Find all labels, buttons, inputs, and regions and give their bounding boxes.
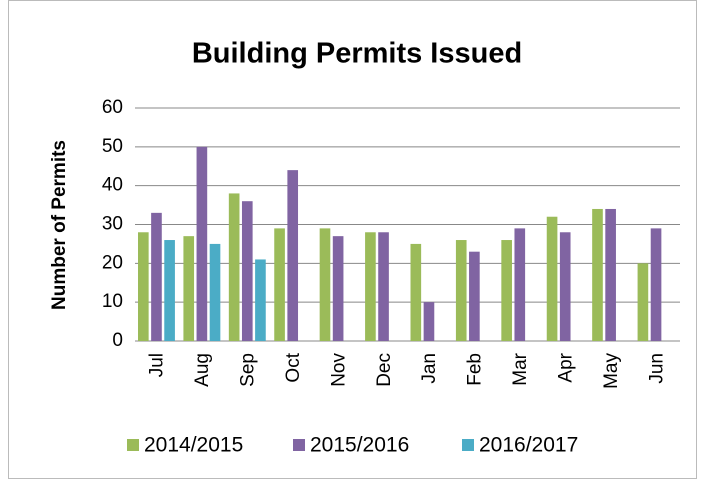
y-tick-label: 50: [102, 136, 123, 157]
bar: [209, 243, 221, 341]
legend-label: 2016/2017: [479, 434, 578, 457]
bar: [228, 193, 240, 341]
bar: [455, 240, 467, 341]
bar: [151, 212, 162, 341]
bar: [514, 228, 526, 341]
bar: [546, 216, 558, 341]
bar: [650, 228, 662, 341]
bar: [469, 251, 480, 341]
y-tick-label: 30: [102, 214, 123, 235]
x-tick-label: Jul: [147, 353, 168, 377]
bar: [605, 208, 616, 341]
bar: [241, 201, 253, 341]
bar: [319, 228, 331, 341]
legend-label: 2014/2015: [144, 434, 243, 457]
bar: [138, 232, 149, 341]
y-tick-label: 20: [102, 252, 123, 273]
bar: [196, 146, 208, 341]
bar: [423, 302, 435, 341]
x-tick-label: Apr: [555, 352, 576, 382]
x-tick-label: Oct: [283, 352, 304, 382]
x-tick-label: Sep: [238, 353, 259, 387]
bar: [378, 232, 389, 341]
x-tick-label: Feb: [465, 353, 486, 386]
bar: [164, 240, 175, 341]
bar: [637, 263, 649, 341]
legend-swatch: [293, 439, 305, 451]
bar: [183, 236, 195, 341]
x-tick-label: May: [601, 353, 622, 389]
chart-title: Building Permits Issued: [192, 38, 522, 70]
x-tick-label: Nov: [328, 353, 349, 387]
bar: [332, 236, 344, 341]
bar: [255, 259, 266, 341]
x-tick-label: Jun: [646, 353, 667, 384]
x-tick-label: Dec: [374, 353, 395, 387]
x-tick-label: Aug: [192, 353, 213, 387]
bar: [365, 232, 376, 341]
y-axis-label: Number of Permits: [49, 140, 70, 310]
bar: [274, 228, 285, 341]
legend-swatch: [462, 439, 474, 451]
bar: [410, 243, 422, 341]
bar: [501, 240, 512, 341]
legend-swatch: [127, 439, 139, 451]
y-tick-label: 0: [112, 330, 123, 351]
y-tick-label: 40: [102, 175, 123, 196]
legend-label: 2015/2016: [310, 434, 409, 457]
bar: [592, 208, 603, 341]
bar: [287, 170, 299, 341]
chart-frame: [8, 0, 697, 479]
x-tick-label: Mar: [510, 352, 531, 385]
x-tick-label: Jan: [419, 353, 440, 384]
y-tick-label: 60: [102, 97, 123, 118]
bar: [559, 232, 571, 341]
y-tick-label: 10: [102, 291, 123, 312]
